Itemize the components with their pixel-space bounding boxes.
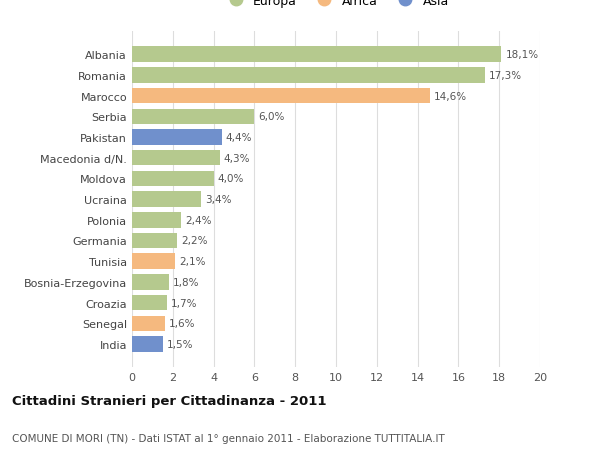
Text: 2,4%: 2,4%: [185, 215, 212, 225]
Bar: [132, 254, 175, 269]
Text: 4,3%: 4,3%: [224, 153, 250, 163]
Text: 18,1%: 18,1%: [505, 50, 538, 60]
Bar: [132, 68, 485, 84]
Bar: [132, 274, 169, 290]
Text: 1,5%: 1,5%: [167, 339, 193, 349]
Bar: [132, 336, 163, 352]
Text: 3,4%: 3,4%: [205, 195, 232, 205]
Bar: [132, 109, 254, 125]
Text: COMUNE DI MORI (TN) - Dati ISTAT al 1° gennaio 2011 - Elaborazione TUTTITALIA.IT: COMUNE DI MORI (TN) - Dati ISTAT al 1° g…: [12, 433, 445, 442]
Bar: [132, 192, 202, 207]
Text: 2,2%: 2,2%: [181, 236, 208, 246]
Text: 14,6%: 14,6%: [434, 91, 467, 101]
Bar: [132, 171, 214, 187]
Bar: [132, 130, 222, 146]
Bar: [132, 316, 164, 331]
Text: 2,1%: 2,1%: [179, 257, 205, 267]
Text: 6,0%: 6,0%: [259, 112, 285, 122]
Text: 1,8%: 1,8%: [173, 277, 199, 287]
Bar: [132, 213, 181, 228]
Bar: [132, 233, 177, 249]
Text: 1,7%: 1,7%: [171, 298, 197, 308]
Bar: [132, 295, 167, 311]
Text: 17,3%: 17,3%: [489, 71, 522, 81]
Text: 4,0%: 4,0%: [218, 174, 244, 184]
Text: 1,6%: 1,6%: [169, 319, 195, 329]
Bar: [132, 89, 430, 104]
Text: 4,4%: 4,4%: [226, 133, 253, 143]
Bar: [132, 151, 220, 166]
Text: Cittadini Stranieri per Cittadinanza - 2011: Cittadini Stranieri per Cittadinanza - 2…: [12, 394, 326, 407]
Legend: Europa, Africa, Asia: Europa, Africa, Asia: [223, 0, 449, 8]
Bar: [132, 47, 501, 63]
